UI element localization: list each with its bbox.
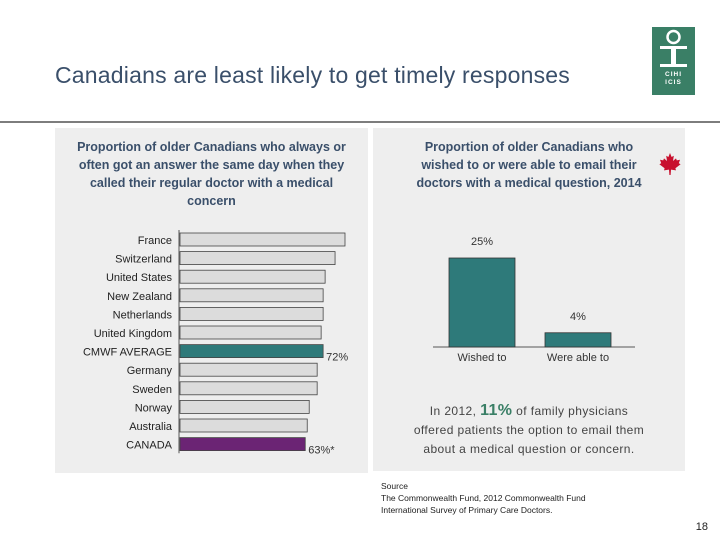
- category-label: Norway: [135, 402, 173, 414]
- category-label: France: [138, 235, 172, 247]
- bar: [179, 344, 324, 359]
- left-chart-title: Proportion of older Canadians who always…: [77, 140, 346, 208]
- bar: [179, 418, 308, 433]
- column: [544, 332, 612, 348]
- logo-text-icis: ICIS: [665, 79, 682, 86]
- bar: [179, 381, 318, 396]
- note-highlight-value: 11%: [480, 402, 513, 419]
- cihi-logo: CIHI ICIS: [652, 27, 695, 95]
- page-number: 18: [695, 521, 708, 533]
- note-line1-suffix: of family physicians: [512, 404, 629, 418]
- right-chart-title: Proportion of older Canadians who wished…: [416, 140, 642, 190]
- source-label: Source: [381, 481, 408, 491]
- category-label: Sweden: [132, 384, 172, 396]
- note-prefix: In 2012,: [429, 404, 481, 418]
- column-chart: 25% Wished to 4% Were able to: [433, 236, 635, 364]
- cihi-logo-mark: [660, 29, 687, 67]
- horizontal-bar-chart: France Switzerland United States New Zealan…: [83, 230, 348, 457]
- bar-value-label: 63%*: [308, 445, 335, 457]
- source-line1: The Commonwealth Fund, 2012 Commonwealth…: [381, 493, 586, 503]
- source-line2: International Survey of Primary Care Doc…: [381, 505, 553, 515]
- maple-leaf-icon: [659, 153, 681, 175]
- bar-value-label: 72%: [326, 352, 348, 364]
- category-label: New Zealand: [107, 291, 172, 303]
- bar: [179, 399, 310, 414]
- bar: [179, 269, 326, 284]
- category-label: CANADA: [126, 440, 173, 452]
- column: [448, 257, 516, 348]
- note-line2: offered patients the option to email the…: [413, 423, 645, 437]
- bar: [179, 437, 306, 452]
- title-divider: [0, 121, 720, 123]
- bar: [179, 362, 318, 377]
- bar: [179, 232, 346, 247]
- category-label: Switzerland: [115, 254, 172, 266]
- email-note: In 2012, 11% of family physicians offere…: [373, 401, 685, 459]
- column-value-label: 25%: [471, 236, 493, 248]
- bar: [179, 251, 336, 265]
- right-chart-panel: 25% Wished to 4% Were able to Proportion of…: [373, 128, 685, 471]
- left-chart-panel: France Switzerland United States New Zealan…: [55, 128, 368, 473]
- category-label: CMWF AVERAGE: [83, 347, 172, 359]
- column-category-label: Were able to: [547, 352, 609, 364]
- column-category-label: Wished to: [458, 352, 507, 364]
- category-label: United States: [106, 272, 173, 284]
- logo-text-cihi: CIHI: [665, 71, 682, 78]
- category-label: United Kingdom: [94, 328, 172, 340]
- bar: [179, 288, 324, 303]
- source-note: Source The Commonwealth Fund, 2012 Commo…: [381, 480, 586, 516]
- category-label: Australia: [129, 421, 173, 433]
- bar: [179, 306, 324, 321]
- page-title: Canadians are least likely to get timely…: [55, 62, 570, 88]
- note-line3: about a medical question or concern.: [423, 442, 635, 456]
- category-label: Germany: [127, 365, 173, 377]
- category-label: Netherlands: [113, 309, 173, 321]
- bar: [179, 325, 322, 340]
- column-value-label: 4%: [570, 311, 586, 323]
